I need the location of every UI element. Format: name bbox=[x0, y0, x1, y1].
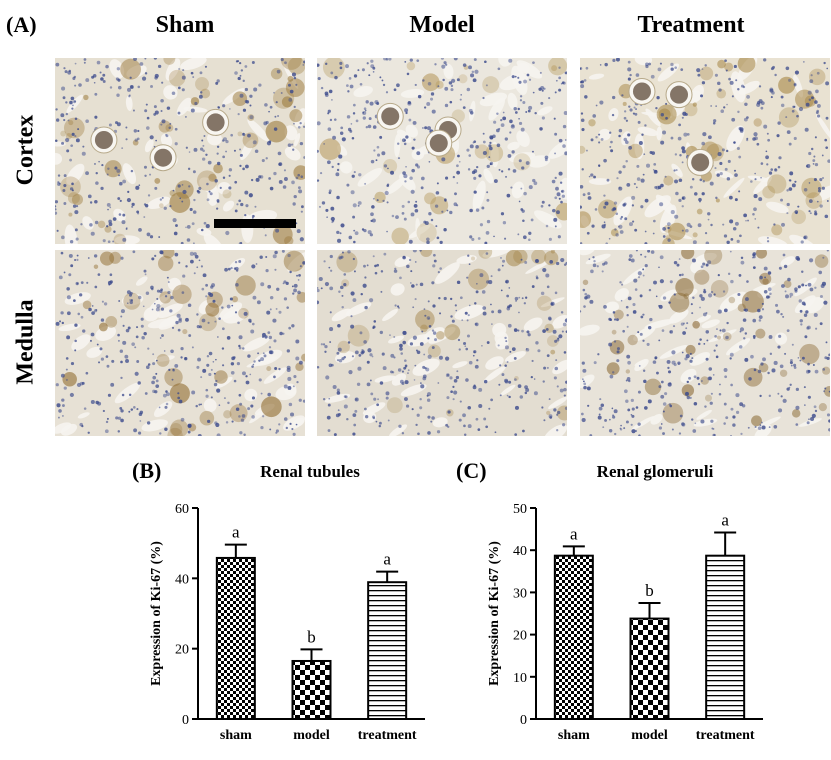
chart-b-title: Renal tubules bbox=[260, 462, 360, 481]
tissue-texture bbox=[317, 58, 567, 244]
micrograph-medulla-treatment bbox=[580, 250, 830, 436]
chart-renal-tubules: Expression of Ki-67 (%) 0 20 40 60 a sham b mode… bbox=[140, 490, 440, 755]
x-tick-label: treatment bbox=[358, 728, 417, 743]
row-header-cortex: Cortex bbox=[12, 114, 39, 186]
row-header-medulla: Medulla bbox=[12, 299, 39, 385]
bar-model bbox=[629, 617, 670, 720]
chart-c-title: Renal glomeruli bbox=[596, 462, 714, 481]
bar-treatment bbox=[367, 581, 408, 721]
y-tick-label: 40 bbox=[513, 544, 527, 559]
micrograph-medulla-sham bbox=[55, 250, 305, 436]
tissue-texture bbox=[580, 58, 830, 244]
significance-label: a bbox=[232, 523, 240, 542]
y-axis-label: Expression of Ki-67 (%) bbox=[149, 541, 164, 686]
significance-label: b bbox=[645, 581, 654, 600]
panel-b-label: (B) bbox=[132, 458, 162, 483]
y-tick-label: 0 bbox=[182, 713, 189, 728]
x-tick-label: model bbox=[631, 728, 668, 743]
tissue-texture bbox=[55, 250, 305, 436]
micrograph-cortex-sham bbox=[55, 58, 305, 244]
y-tick-label: 40 bbox=[175, 572, 189, 587]
y-tick-label: 30 bbox=[513, 586, 527, 601]
micrograph-cortex-treatment bbox=[580, 58, 830, 244]
column-header-sham: Sham bbox=[155, 12, 215, 38]
x-tick-label: sham bbox=[220, 728, 252, 743]
significance-label: a bbox=[721, 510, 729, 529]
significance-label: a bbox=[383, 550, 391, 569]
column-header-model: Model bbox=[409, 12, 475, 38]
panel-c-label: (C) bbox=[456, 458, 487, 483]
micrograph-cortex-model bbox=[317, 58, 567, 244]
y-tick-label: 0 bbox=[520, 713, 527, 728]
y-tick-label: 20 bbox=[175, 643, 189, 658]
tissue-texture bbox=[317, 250, 567, 436]
significance-label: b bbox=[307, 627, 316, 646]
tissue-texture bbox=[55, 58, 305, 244]
y-tick-label: 50 bbox=[513, 502, 527, 517]
micrograph-medulla-model bbox=[317, 250, 567, 436]
y-tick-label: 60 bbox=[175, 502, 189, 517]
y-axis-label: Expression of Ki-67 (%) bbox=[487, 541, 502, 686]
bar-sham bbox=[553, 554, 594, 720]
scale-bar bbox=[214, 219, 296, 228]
bar-treatment bbox=[705, 554, 746, 720]
column-header-treatment: Treatment bbox=[637, 12, 745, 38]
panel-a-label: (A) bbox=[6, 12, 37, 37]
significance-label: a bbox=[570, 524, 578, 543]
bar-sham bbox=[215, 556, 256, 721]
x-tick-label: treatment bbox=[696, 728, 755, 743]
y-tick-label: 10 bbox=[513, 671, 527, 686]
tissue-texture bbox=[580, 250, 830, 436]
x-tick-label: sham bbox=[558, 728, 590, 743]
x-tick-label: model bbox=[293, 728, 330, 743]
bar-model bbox=[291, 659, 332, 721]
chart-renal-glomeruli: Expression of Ki-67 (%) 0 10 20 30 40 50 a sham b… bbox=[478, 490, 778, 755]
y-tick-label: 20 bbox=[513, 629, 527, 644]
